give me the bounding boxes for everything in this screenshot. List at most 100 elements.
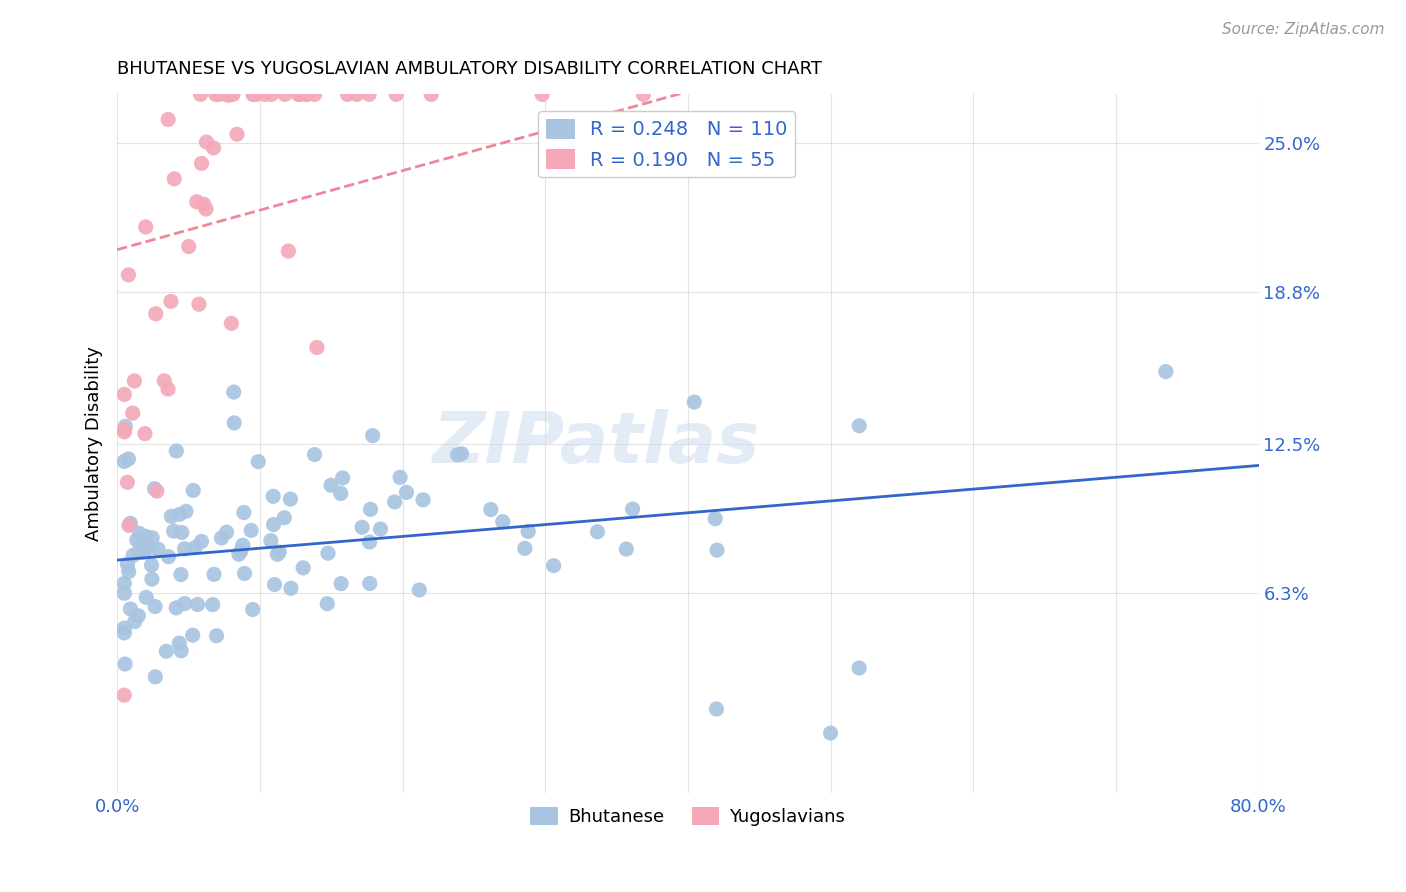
Point	[412, 492, 434, 507]
Point	[332, 471, 354, 485]
Point	[242, 87, 264, 102]
Point	[170, 644, 193, 658]
Point	[228, 547, 250, 561]
Point	[186, 598, 208, 612]
Point	[704, 511, 727, 525]
Point	[155, 644, 177, 658]
Point	[165, 601, 187, 615]
Point	[226, 128, 249, 142]
Legend: Bhutanese, Yugoslavians: Bhutanese, Yugoslavians	[523, 799, 852, 833]
Point	[450, 447, 472, 461]
Point	[117, 475, 139, 490]
Point	[304, 87, 326, 102]
Point	[543, 558, 565, 573]
Point	[160, 509, 183, 524]
Point	[135, 219, 157, 234]
Point	[253, 87, 276, 102]
Point	[531, 87, 554, 102]
Point	[319, 478, 342, 492]
Point	[202, 567, 225, 582]
Point	[408, 582, 430, 597]
Point	[134, 426, 156, 441]
Point	[359, 535, 381, 549]
Point	[163, 171, 186, 186]
Point	[118, 565, 141, 579]
Point	[232, 538, 254, 552]
Point	[190, 534, 212, 549]
Point	[360, 502, 382, 516]
Point	[233, 566, 256, 581]
Point	[117, 451, 139, 466]
Point	[706, 543, 728, 558]
Point	[359, 576, 381, 591]
Text: Source: ZipAtlas.com: Source: ZipAtlas.com	[1222, 22, 1385, 37]
Point	[614, 542, 637, 557]
Point	[209, 531, 232, 545]
Point	[242, 602, 264, 616]
Point	[232, 506, 254, 520]
Point	[266, 547, 288, 561]
Point	[221, 317, 243, 331]
Point	[240, 524, 263, 538]
Point	[170, 567, 193, 582]
Point	[195, 202, 218, 216]
Point	[263, 577, 285, 591]
Point	[384, 495, 406, 509]
Point	[128, 526, 150, 541]
Point	[145, 307, 167, 321]
Point	[280, 491, 302, 506]
Point	[112, 625, 135, 640]
Point	[112, 586, 135, 600]
Point	[181, 628, 204, 642]
Point	[205, 629, 228, 643]
Point	[193, 197, 215, 211]
Point	[295, 87, 318, 102]
Point	[195, 135, 218, 149]
Point	[420, 87, 443, 102]
Point	[305, 341, 328, 355]
Point	[186, 194, 208, 209]
Point	[820, 726, 842, 740]
Point	[224, 416, 246, 430]
Point	[132, 536, 155, 550]
Point	[706, 702, 728, 716]
Y-axis label: Ambulatory Disability: Ambulatory Disability	[86, 346, 103, 541]
Point	[112, 425, 135, 439]
Point	[124, 374, 146, 388]
Point	[247, 455, 270, 469]
Point	[204, 87, 226, 102]
Point	[138, 541, 160, 556]
Point	[848, 418, 870, 433]
Point	[153, 374, 176, 388]
Point	[263, 517, 285, 532]
Point	[132, 545, 155, 559]
Point	[316, 597, 339, 611]
Point	[117, 268, 139, 282]
Point	[262, 489, 284, 503]
Point	[202, 141, 225, 155]
Point	[173, 541, 195, 556]
Point	[329, 486, 352, 500]
Text: BHUTANESE VS YUGOSLAVIAN AMBULATORY DISABILITY CORRELATION CHART: BHUTANESE VS YUGOSLAVIAN AMBULATORY DISA…	[117, 60, 823, 78]
Point	[273, 510, 295, 524]
Point	[359, 87, 381, 102]
Point	[177, 239, 200, 253]
Point	[141, 572, 163, 586]
Point	[157, 549, 180, 564]
Point	[288, 87, 311, 102]
Point	[141, 558, 163, 573]
Point	[169, 636, 191, 650]
Point	[117, 557, 139, 571]
Point	[112, 621, 135, 635]
Point	[222, 385, 245, 400]
Point	[222, 87, 245, 102]
Point	[135, 529, 157, 543]
Point	[208, 87, 231, 102]
Point	[513, 541, 536, 556]
Point	[112, 387, 135, 401]
Point	[143, 599, 166, 614]
Point	[586, 524, 609, 539]
Point	[395, 485, 418, 500]
Point	[112, 688, 135, 702]
Point	[287, 87, 309, 102]
